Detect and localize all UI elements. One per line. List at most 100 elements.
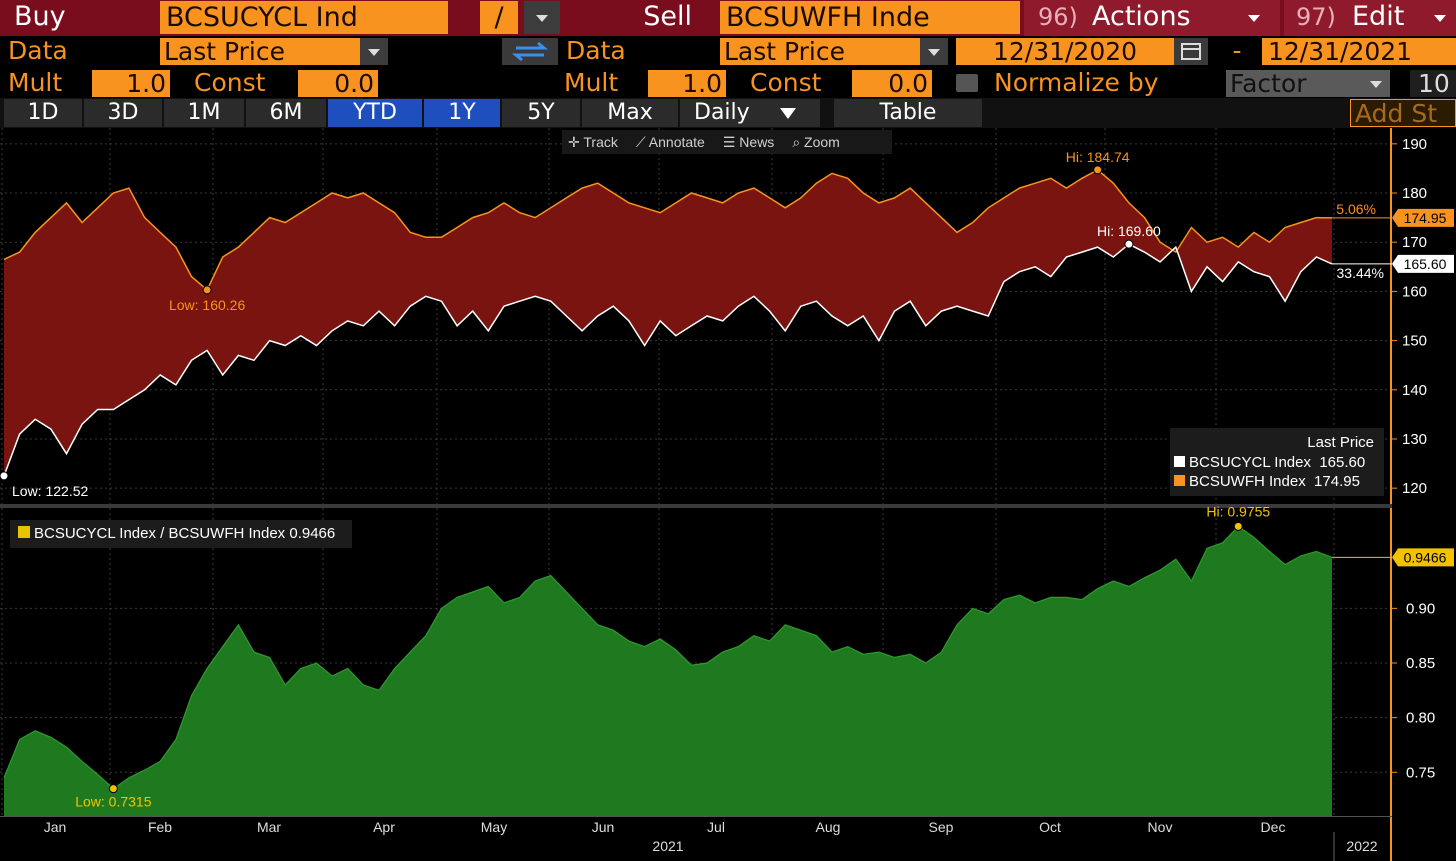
data-label-right: Data bbox=[566, 36, 626, 65]
ratio-legend[interactable]: BCSUCYCL Index / BCSUWFH Index 0.9466 bbox=[10, 520, 352, 548]
mult-field-right[interactable]: 1.0 bbox=[648, 70, 726, 97]
swap-icon[interactable] bbox=[502, 38, 558, 65]
end-date-field[interactable]: 12/31/2021 bbox=[1262, 38, 1456, 65]
legend-swatch-yellow bbox=[18, 526, 30, 538]
axis-line bbox=[1390, 128, 1392, 861]
bcsuwfh-line bbox=[3, 168, 1333, 292]
sell-label: Sell bbox=[643, 1, 692, 32]
month-label-feb: Feb bbox=[148, 819, 172, 835]
tab-1y[interactable]: 1Y bbox=[424, 99, 500, 127]
sell-ticker-field[interactable]: BCSUWFH Inde bbox=[720, 1, 1020, 34]
start-date-field[interactable]: 12/31/2020 bbox=[956, 38, 1174, 65]
news-tool[interactable]: ☰ News bbox=[722, 133, 775, 150]
mult-field-left[interactable]: 1.0 bbox=[92, 70, 170, 97]
edit-number: 97) bbox=[1296, 3, 1336, 31]
legend-value-wfh: 174.95 bbox=[1314, 473, 1360, 490]
data-field-right[interactable]: Last Price bbox=[720, 38, 920, 65]
normalize-select[interactable]: Factor bbox=[1226, 70, 1362, 97]
chart-toolbar: ✛ Track ⟋ Annotate ☰ News ⌕ Zoom bbox=[562, 130, 892, 154]
const-field-right[interactable]: 0.0 bbox=[852, 70, 932, 97]
normalize-checkbox[interactable] bbox=[956, 74, 978, 92]
bcsucycl-line bbox=[3, 243, 1333, 477]
legend-item-wfh[interactable]: BCSUWFH Index 174.95 bbox=[1174, 473, 1380, 490]
wfh-low-marker bbox=[202, 285, 212, 295]
data-label-left: Data bbox=[8, 36, 68, 65]
tab-ytd[interactable]: YTD bbox=[328, 99, 422, 127]
tab-5y[interactable]: 5Y bbox=[502, 99, 580, 127]
month-label-aug: Aug bbox=[816, 819, 841, 835]
y-tick-label: 160 bbox=[1402, 283, 1427, 300]
chart-area[interactable]: 120 130 140 150 160 170 180 190 0.75 0.80 0.85 0.90… bbox=[0, 128, 1456, 861]
ratio-legend-name: BCSUCYCL Index / BCSUWFH Index bbox=[34, 525, 286, 542]
y-tick-label: 190 bbox=[1402, 136, 1427, 153]
calendar-icon[interactable] bbox=[1174, 38, 1208, 65]
cycl-change-label: 33.44% bbox=[1337, 265, 1384, 281]
legend-value-cycl: 165.60 bbox=[1319, 454, 1366, 471]
operator-field[interactable]: / bbox=[480, 1, 518, 34]
wfh-hi-label: Hi: 184.74 bbox=[1066, 149, 1130, 165]
cycl-hi-label: Hi: 169.60 bbox=[1097, 223, 1161, 239]
normalize-label: Normalize by bbox=[994, 68, 1159, 97]
chevron-down-icon bbox=[1434, 15, 1446, 22]
normalize-value-field[interactable]: 10 bbox=[1410, 70, 1456, 97]
legend-swatch-white bbox=[1174, 456, 1185, 467]
wfh-change-label: 5.06% bbox=[1336, 201, 1376, 217]
legend-name-cycl: BCSUCYCL Index bbox=[1189, 454, 1311, 471]
const-label-right: Const bbox=[750, 68, 822, 97]
tab-1m[interactable]: 1M bbox=[164, 99, 244, 127]
const-label-left: Const bbox=[194, 68, 266, 97]
tab-max[interactable]: Max bbox=[582, 99, 678, 127]
date-range-dash: - bbox=[1232, 36, 1242, 65]
buy-label: Buy bbox=[14, 1, 66, 32]
news-label: News bbox=[739, 133, 775, 150]
panel-divider bbox=[0, 504, 1392, 508]
ratio-legend-value: 0.9466 bbox=[289, 525, 336, 542]
actions-number: 96) bbox=[1038, 3, 1078, 31]
table-button[interactable]: Table bbox=[834, 99, 982, 127]
data-field-right-dropdown[interactable] bbox=[920, 38, 948, 65]
track-tool[interactable]: ✛ Track bbox=[568, 133, 618, 150]
wfh-low-label: Low: 160.26 bbox=[169, 297, 245, 313]
ratio-last-tag: 0.9466 bbox=[1404, 549, 1447, 565]
ratio-hi-label: Hi: 0.9755 bbox=[1206, 503, 1270, 519]
chevron-down-icon bbox=[1248, 15, 1260, 22]
buy-ticker-field[interactable]: BCSUCYCL Ind bbox=[160, 1, 448, 34]
month-label-apr: Apr bbox=[373, 819, 395, 835]
tab-3d[interactable]: 3D bbox=[84, 99, 162, 127]
tab-1d[interactable]: 1D bbox=[4, 99, 82, 127]
cycl-low-marker bbox=[0, 471, 9, 481]
y-tick-label: 0.80 bbox=[1406, 710, 1435, 727]
data-field-left[interactable]: Last Price bbox=[160, 38, 360, 65]
add-study-field[interactable]: Add St bbox=[1350, 99, 1456, 127]
y-tick-label: 140 bbox=[1402, 382, 1427, 399]
month-label-nov: Nov bbox=[1148, 819, 1173, 835]
edit-menu[interactable]: 97) Edit bbox=[1284, 0, 1456, 36]
month-label-dec: Dec bbox=[1261, 819, 1286, 835]
actions-menu[interactable]: 96) Actions bbox=[1024, 0, 1280, 36]
zoom-tool[interactable]: ⌕ Zoom bbox=[792, 133, 840, 150]
const-field-left[interactable]: 0.0 bbox=[298, 70, 378, 97]
ratio-area bbox=[4, 526, 1332, 816]
month-label-jun: Jun bbox=[592, 819, 615, 835]
operator-dropdown-button[interactable] bbox=[524, 1, 560, 34]
month-label-jul: Jul bbox=[707, 819, 725, 835]
ratio-low-marker bbox=[108, 784, 118, 794]
cycl-last-tag: 165.60 bbox=[1404, 256, 1447, 272]
y-tick-label: 170 bbox=[1402, 234, 1427, 251]
ratio-line bbox=[3, 525, 1333, 790]
cycl-last-tag-bg bbox=[1392, 254, 1454, 273]
legend-item-cycl[interactable]: BCSUCYCL Index 165.60 bbox=[1174, 454, 1380, 471]
y-tick-label: 130 bbox=[1402, 431, 1427, 448]
mult-label-left: Mult bbox=[8, 68, 63, 97]
annotate-tool[interactable]: ⟋ Annotate bbox=[635, 133, 705, 150]
actions-label: Actions bbox=[1092, 1, 1191, 32]
month-label-oct: Oct bbox=[1039, 819, 1061, 835]
data-field-left-dropdown[interactable] bbox=[360, 38, 388, 65]
periodicity-dropdown[interactable]: Daily bbox=[680, 99, 820, 127]
cycl-hi-marker bbox=[1124, 239, 1134, 249]
spread-area bbox=[4, 169, 1332, 476]
normalize-dropdown[interactable] bbox=[1362, 70, 1390, 97]
month-label-jan: Jan bbox=[44, 819, 67, 835]
cycl-low-label: Low: 122.52 bbox=[12, 483, 88, 499]
tab-6m[interactable]: 6M bbox=[246, 99, 326, 127]
